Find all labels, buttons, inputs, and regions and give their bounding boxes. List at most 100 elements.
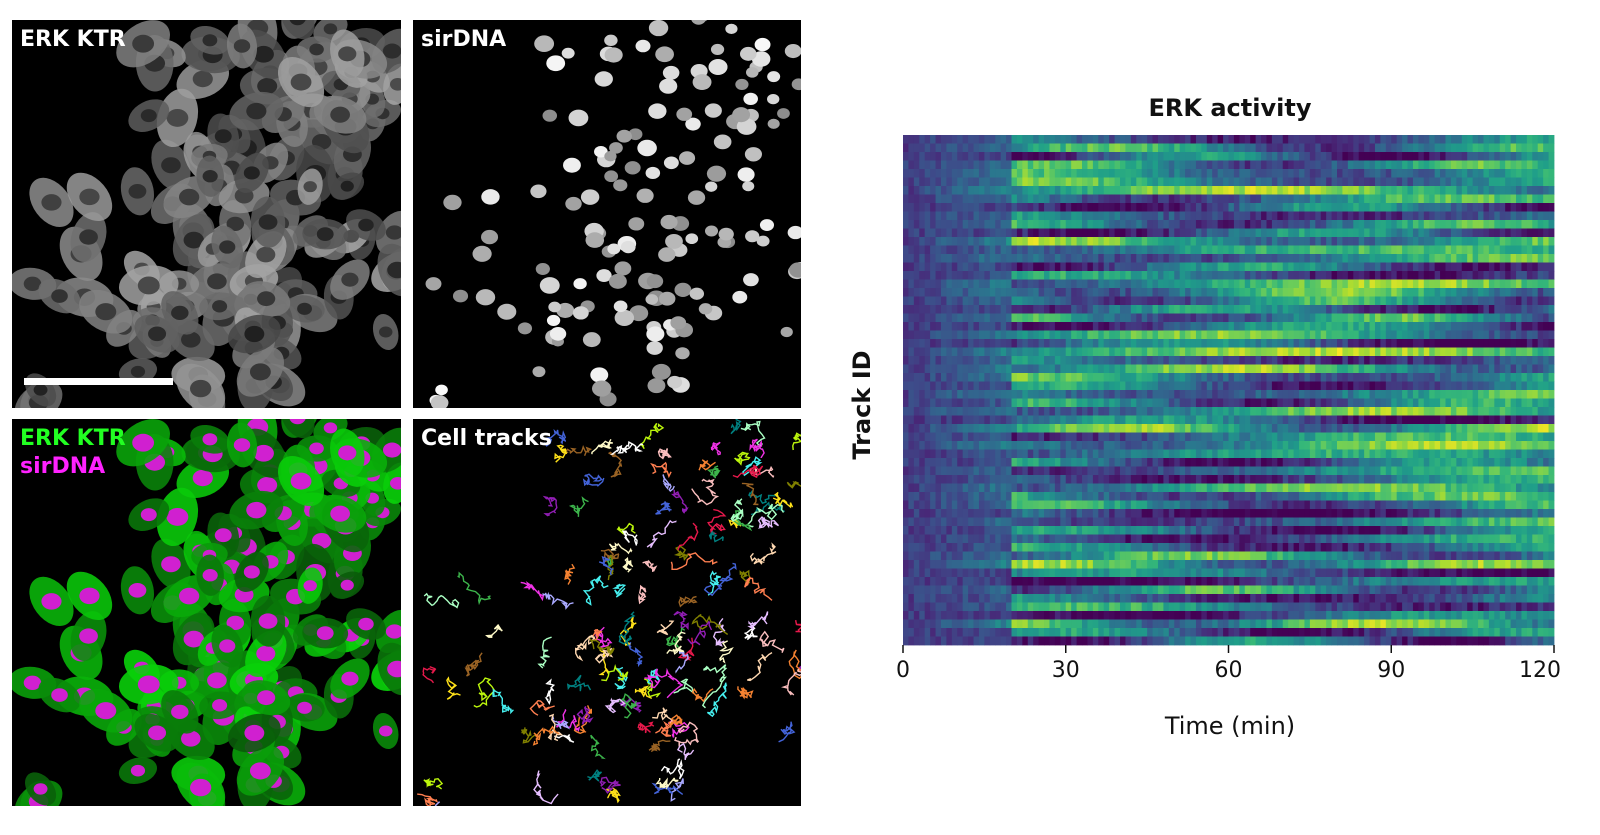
heatmap-cell: [1065, 356, 1072, 365]
heatmap-cell: [1141, 313, 1148, 323]
heatmap-cell: [1282, 262, 1289, 272]
heatmap-cell: [962, 288, 969, 297]
heatmap-cell: [1071, 279, 1077, 289]
heatmap-cell: [1201, 186, 1208, 195]
heatmap-cell: [1239, 160, 1246, 170]
heatmap-cell: [1141, 237, 1148, 246]
heatmap-cell: [1434, 339, 1441, 348]
heatmap-cell: [1374, 228, 1381, 238]
heatmap-cell: [951, 211, 958, 221]
heatmap-cell: [1342, 398, 1349, 408]
heatmap-cell: [1266, 271, 1273, 280]
heatmap-cell: [1456, 313, 1463, 323]
heatmap-cell: [1505, 398, 1511, 408]
heatmap-cell: [1136, 398, 1143, 408]
heatmap-cell: [1483, 237, 1490, 246]
heatmap-cell: [1190, 313, 1197, 323]
heatmap-cell: [1364, 169, 1370, 178]
heatmap-cell: [1049, 203, 1056, 212]
heatmap-cell: [1261, 347, 1267, 357]
heatmap-cell: [1440, 279, 1446, 289]
heatmap-cell: [1136, 373, 1143, 382]
heatmap-cell: [1103, 254, 1110, 263]
heatmap-cell: [1347, 288, 1354, 297]
heatmap-cell: [1342, 245, 1349, 255]
heatmap-cell: [1282, 194, 1289, 204]
heatmap-cell: [1103, 262, 1110, 272]
heatmap-cell: [1510, 254, 1517, 263]
heatmap-cell: [1440, 160, 1446, 170]
heatmap-cell: [1168, 313, 1175, 323]
heatmap-cell: [1407, 152, 1414, 161]
erk-ktr-image: [12, 20, 401, 408]
heatmap-cell: [1054, 288, 1061, 297]
heatmap-cell: [1374, 271, 1381, 280]
heatmap-cell: [1467, 364, 1474, 374]
heatmap-cell: [924, 381, 931, 391]
heatmap-cell: [1331, 135, 1338, 144]
heatmap-cell: [1331, 169, 1338, 178]
heatmap-cell: [951, 271, 958, 280]
heatmap-cell: [1201, 296, 1208, 306]
heatmap-cell: [1103, 152, 1110, 161]
heatmap-cell: [1185, 415, 1191, 425]
heatmap-cell: [1147, 228, 1153, 238]
heatmap-cell: [1385, 279, 1392, 289]
heatmap-cell: [1076, 390, 1083, 399]
heatmap-cell: [919, 160, 926, 170]
heatmap-cell: [1233, 220, 1240, 229]
heatmap-cell: [1499, 228, 1506, 238]
heatmap-cell: [1223, 211, 1229, 221]
heatmap-cell: [1103, 390, 1110, 399]
merge-nucleus: [140, 508, 157, 522]
heatmap-cell: [1185, 364, 1191, 374]
cell-nucleus-shadow: [137, 276, 160, 295]
heatmap-cell: [1364, 347, 1370, 357]
heatmap-cell: [989, 390, 996, 399]
cell-nucleus-shadow: [253, 45, 274, 63]
heatmap-cell: [978, 271, 985, 280]
heatmap-cell: [1054, 237, 1061, 246]
heatmap-cell: [1516, 381, 1522, 391]
heatmap-cell: [1407, 381, 1414, 391]
heatmap-cell: [1168, 373, 1175, 382]
heatmap-cell: [1369, 211, 1376, 221]
heatmap-cell: [1369, 288, 1376, 297]
heatmap-cell: [1114, 381, 1121, 391]
heatmap-cell: [903, 177, 909, 187]
nucleus: [706, 165, 727, 182]
heatmap-cell: [1537, 135, 1544, 144]
heatmap-cell: [1136, 356, 1143, 365]
heatmap-cell: [1385, 152, 1392, 161]
heatmap-cell: [1271, 271, 1278, 280]
heatmap-cell: [1147, 143, 1153, 153]
heatmap-cell: [1190, 194, 1197, 204]
heatmap-cell: [1011, 160, 1018, 170]
heatmap-cell: [1065, 254, 1072, 263]
heatmap-cell: [1120, 203, 1126, 212]
heatmap-cell: [1233, 407, 1240, 416]
merge-nucleus: [161, 556, 181, 573]
heatmap-cell: [1195, 288, 1202, 297]
nucleus: [663, 156, 679, 170]
heatmap-cell: [1337, 296, 1343, 306]
heatmap-cell: [1358, 135, 1365, 144]
heatmap-cell: [1049, 220, 1056, 229]
heatmap-cell: [1461, 347, 1468, 357]
heatmap-cell: [1006, 313, 1012, 323]
heatmap-cell: [1147, 262, 1153, 272]
heatmap-cell: [1049, 177, 1056, 187]
heatmap-cell: [1098, 313, 1105, 323]
heatmap-cell: [1206, 177, 1213, 187]
heatmap-cell: [1461, 237, 1468, 246]
heatmap-cell: [1109, 407, 1115, 416]
heatmap-cell: [1033, 237, 1040, 246]
heatmap-cell: [1494, 296, 1501, 306]
heatmap-cell: [1391, 356, 1398, 365]
heatmap-cell: [984, 398, 991, 408]
heatmap-cell: [913, 228, 920, 238]
heatmap-cell: [1147, 186, 1153, 195]
heatmap-cell: [1391, 245, 1398, 255]
heatmap-cell: [1461, 288, 1468, 297]
heatmap-cell: [1223, 254, 1229, 263]
